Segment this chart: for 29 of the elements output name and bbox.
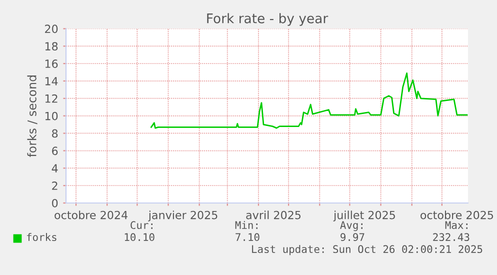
text: 10.10 [124, 233, 154, 242]
y-tick-label: 12 [45, 94, 58, 103]
y-tick-label: 14 [45, 77, 58, 86]
y-tick-label: 2 [52, 182, 58, 190]
x-tick-label: juillet 2025 [333, 210, 395, 222]
y-tick-label: 16 [45, 60, 58, 68]
x-tick-label: octobre 2025 [420, 210, 494, 220]
text: 232.43 [433, 233, 470, 242]
x-tick-label: octobre 2024 [54, 210, 128, 220]
y-tick-label: 4 [52, 164, 58, 172]
y-tick-label: 10 [45, 112, 58, 120]
text: 7.10 [236, 233, 260, 242]
text: Avg: [340, 221, 362, 232]
text: Last update: Sun Oct 26 02:00:21 2025 [252, 244, 482, 256]
x-tick-label: avril 2025 [246, 210, 301, 220]
text: 9.97 [340, 233, 364, 242]
y-tick-label: 18 [45, 42, 58, 51]
text: Max: [445, 221, 468, 230]
x-tick-label: janvier 2025 [148, 210, 218, 222]
y-tick-label: 8 [52, 129, 58, 138]
text: Min: [235, 220, 258, 229]
legend-label: forks [26, 232, 56, 242]
y-tick-label: 0 [52, 198, 58, 208]
y-tick-label: 20 [45, 24, 58, 34]
text: Cur: [130, 221, 152, 230]
chart-title: Fork rate - by year [207, 13, 328, 26]
y-axis-title: forks / second [27, 76, 38, 157]
y-tick-label: 6 [52, 146, 58, 156]
line-series [150, 72, 468, 129]
